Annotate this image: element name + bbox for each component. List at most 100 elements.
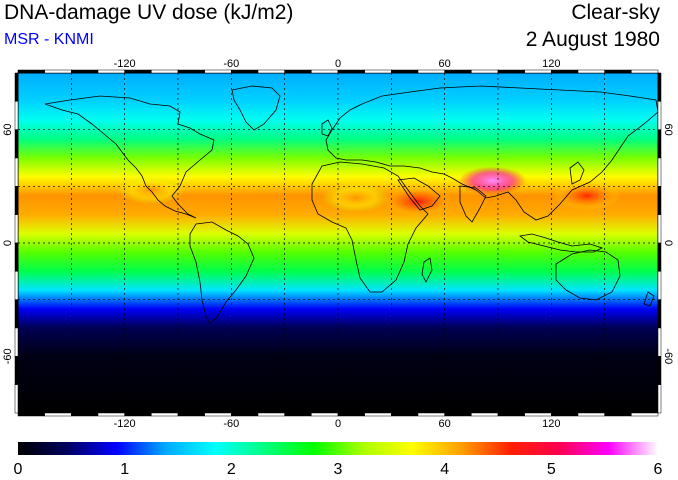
frame-scale-segment <box>14 186 19 215</box>
latitude-tick-label-left: 0 <box>2 240 14 246</box>
frame-scale-segment <box>631 69 659 74</box>
longitude-tick-label-top: 60 <box>439 58 451 70</box>
latitude-tick-label-right: 0 <box>662 240 674 246</box>
uk-coastline <box>321 119 333 137</box>
colorbar-tick-label: 0 <box>14 461 23 478</box>
colorbar-tick-label: 6 <box>654 461 663 478</box>
colorbar-tick-labels: 0 1 2 3 4 5 6 <box>14 461 663 478</box>
new-zealand-coastline <box>643 291 655 307</box>
frame-scale-segment <box>14 356 19 385</box>
madagascar-coastline <box>421 257 433 283</box>
frame-scale-segment <box>231 69 259 74</box>
colorbar-tick-label: 1 <box>120 461 129 478</box>
frame-scale-segment <box>14 101 19 130</box>
frame-scale-segment <box>337 69 365 74</box>
frame-scale-bars <box>14 69 662 417</box>
frame-scale-segment <box>391 69 419 74</box>
colorbar-tick-label: 2 <box>227 461 236 478</box>
frame-scale-segment <box>284 69 312 74</box>
regional-maxima <box>117 166 621 216</box>
colorbar-tick-label: 5 <box>547 461 556 478</box>
hotspot-tibetan-plateau <box>458 166 527 195</box>
frame-scale-segment <box>657 129 662 159</box>
longitude-tick-label-top: -60 <box>223 58 239 70</box>
frame-scale-segment <box>657 299 662 329</box>
hotspot-sahara <box>321 183 390 212</box>
frame-scale-segment <box>284 412 312 417</box>
frame-scale-segment <box>14 242 19 272</box>
frame-scale-segment <box>391 412 419 417</box>
frame-scale-segment <box>14 157 19 187</box>
frame-scale-segment <box>444 69 472 74</box>
longitude-tick-label-bottom: 120 <box>542 418 560 430</box>
hotspot-western-pacific <box>552 181 621 210</box>
frame-scale-segment <box>257 412 285 417</box>
latitude-tick-label-left: 60 <box>2 124 14 136</box>
sky-condition-label: Clear-sky <box>571 1 660 24</box>
graticule <box>18 73 658 413</box>
source-label: MSR - KNMI <box>4 31 94 48</box>
eurasia-coastline <box>325 85 658 221</box>
longitude-tick-label-top: 0 <box>335 58 341 70</box>
frame-scale-segment <box>204 412 232 417</box>
frame-scale-segment <box>471 412 499 417</box>
frame-scale-segment <box>17 69 45 74</box>
frame-scale-segment <box>14 384 19 414</box>
colorbar <box>18 442 658 455</box>
longitude-tick-label-top: 120 <box>542 58 560 70</box>
frame-scale-segment <box>151 69 179 74</box>
frame-scale-segment <box>577 412 605 417</box>
axis-tick-labels: -120 -120 -60 -60 0 0 60 60 120 120 -60 -60 0 0 60 60 <box>2 58 674 430</box>
frame-scale-segment <box>14 214 19 244</box>
longitude-tick-label-bottom: -60 <box>223 418 239 430</box>
frame-scale-segment <box>311 69 339 74</box>
greenland-coastline <box>231 85 281 131</box>
frame-scale-segment <box>657 157 662 187</box>
frame-scale-segment <box>551 69 579 74</box>
frame-scale-segment <box>471 69 499 74</box>
frame-scale-segment <box>151 412 179 417</box>
frame-scale-segment <box>337 412 365 417</box>
hotspot-arabian-peninsula <box>384 187 452 216</box>
frame-scale-segment <box>604 412 632 417</box>
frame-scale-segment <box>417 69 445 74</box>
frame-scale-segment <box>497 412 525 417</box>
colorbar-tick-label: 3 <box>334 461 343 478</box>
frame-scale-segment <box>14 129 19 159</box>
frame-scale-segment <box>177 412 205 417</box>
frame-scale-segment <box>657 271 662 300</box>
frame-scale-segment <box>631 412 659 417</box>
india-coastline <box>459 185 487 223</box>
map-field <box>18 73 658 413</box>
africa-coastline <box>311 161 429 293</box>
frame-scale-segment <box>657 384 662 414</box>
arabia-coastline <box>397 177 441 211</box>
north-america-coastline <box>44 95 215 219</box>
hotspot-mexico-sw-usa <box>117 176 186 205</box>
colorbar-tick-label: 4 <box>440 461 449 478</box>
frame-scale-segment <box>257 69 285 74</box>
frame-scale-segment <box>311 412 339 417</box>
longitude-tick-label-bottom: 60 <box>439 418 451 430</box>
frame-scale-segment <box>177 69 205 74</box>
frame-scale-segment <box>364 69 392 74</box>
south-america-coastline <box>189 221 255 325</box>
frame-scale-segment <box>657 186 662 215</box>
longitude-tick-label-top: -120 <box>114 58 136 70</box>
frame-scale-segment <box>604 69 632 74</box>
frame-scale-segment <box>364 412 392 417</box>
coastlines <box>44 85 658 325</box>
frame-scale-segment <box>44 412 72 417</box>
chart-title: DNA-damage UV dose (kJ/m2) <box>4 1 294 24</box>
frame-scale-segment <box>97 412 125 417</box>
frame-scale-segment <box>551 412 579 417</box>
frame-scale-segment <box>657 242 662 272</box>
frame-scale-segment <box>657 356 662 385</box>
frame-scale-segment <box>524 69 552 74</box>
frame-scale-segment <box>577 69 605 74</box>
latitude-tick-label-right: -60 <box>662 348 674 364</box>
frame-scale-segment <box>124 412 152 417</box>
frame-scale-segment <box>417 412 445 417</box>
frame-scale-segment <box>524 412 552 417</box>
